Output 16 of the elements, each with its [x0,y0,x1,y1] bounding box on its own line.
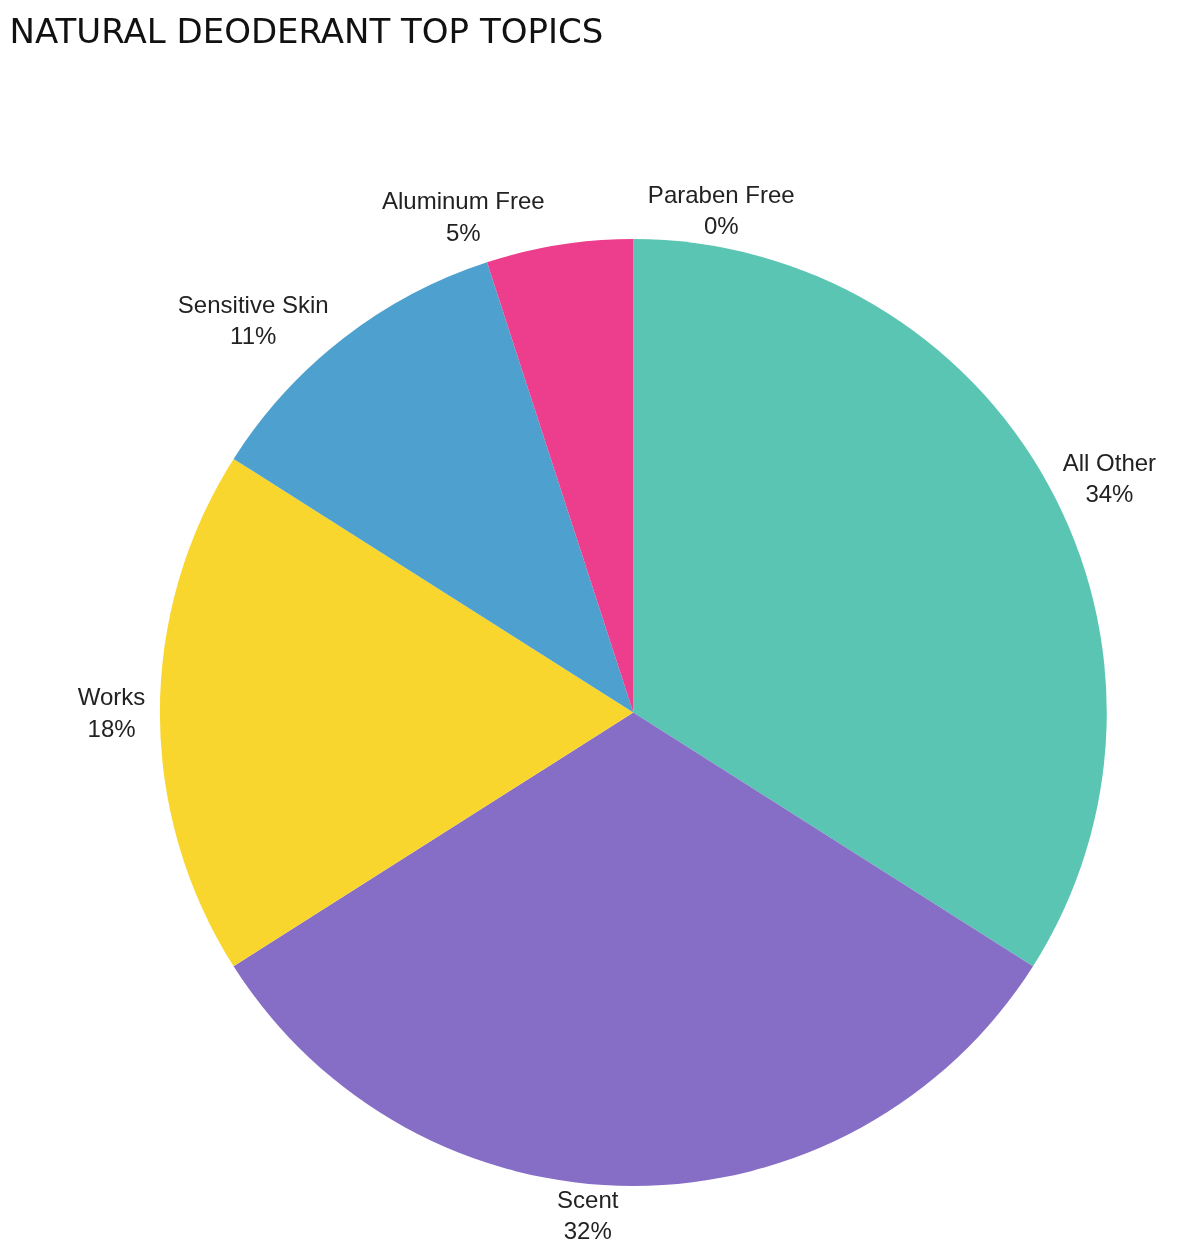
slice-label: Works [77,683,146,711]
data-label: 34% [1085,479,1134,507]
data-label: 18% [87,714,136,742]
chart-title: NATURAL DEODERANT TOP TOPICS [9,10,604,51]
pie-slice [160,458,634,967]
pie-slice [233,712,1034,1186]
data-label: 5% [446,218,481,246]
slice-label: Sensitive Skin [177,291,329,319]
slice-label: Aluminum Free [381,187,545,215]
slice-label: Scent [557,1186,619,1213]
data-label: 32% [563,1217,612,1245]
pie-slice [487,239,634,713]
data-label: 11% [230,322,277,350]
category-label: Paraben Free [647,180,795,208]
slice-label: All Other [1062,448,1157,476]
text: 0% [703,212,739,240]
